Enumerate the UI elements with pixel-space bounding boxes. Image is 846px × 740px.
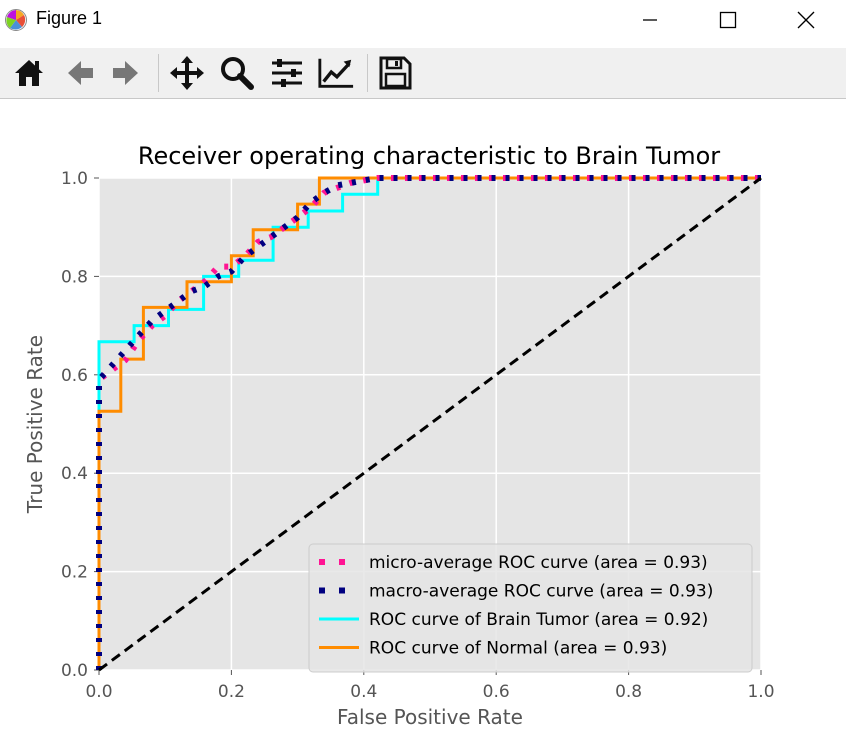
y-axis-label: True Positive Rate (23, 335, 47, 514)
window-titlebar: Figure 1 (0, 0, 846, 40)
x-tick-label: 0.8 (615, 682, 642, 702)
toolbar-separator (158, 54, 159, 92)
x-tick-label: 1.0 (747, 682, 774, 702)
series-line-0 (96, 175, 761, 670)
series-line-4 (98, 176, 762, 672)
y-tick-label: 0.8 (61, 267, 88, 287)
close-button[interactable] (778, 0, 834, 40)
sliders-icon (272, 59, 302, 87)
x-tick-labels: 0.0 0.2 0.4 0.6 0.8 1.0 (85, 670, 775, 702)
series-layer (96, 175, 762, 672)
x-tick-label: 0.4 (350, 682, 377, 702)
window-title: Figure 1 (36, 8, 103, 28)
minimize-button[interactable] (622, 0, 678, 40)
y-tick-label: 0.4 (61, 464, 88, 484)
legend-label: macro-average ROC curve (area = 0.93) (369, 582, 713, 602)
edit-axis-button[interactable] (317, 55, 355, 91)
legend: micro-average ROC curve (area = 0.93) mac… (308, 543, 753, 673)
legend-box (308, 543, 753, 673)
x-axis-label: False Positive Rate (337, 705, 523, 729)
legend-label: micro-average ROC curve (area = 0.93) (369, 553, 708, 573)
legend-label: ROC curve of Brain Tumor (area = 0.92) (369, 610, 708, 630)
figure-canvas[interactable]: Receiver operating characteristic to Bra… (0, 99, 846, 736)
maximize-icon (719, 11, 737, 29)
x-tick-label: 0.2 (218, 682, 245, 702)
configure-subplots-button[interactable] (268, 55, 306, 91)
matplotlib-icon (5, 9, 27, 31)
move-icon (170, 56, 204, 90)
y-tick-label: 0.2 (61, 563, 88, 583)
y-tick-label: 0.6 (61, 366, 88, 386)
zoom-button[interactable] (218, 55, 256, 91)
roc-chart: Receiver operating characteristic to Bra… (23, 142, 775, 729)
navigation-toolbar (0, 48, 846, 99)
forward-button[interactable] (107, 55, 145, 91)
series-line-3 (97, 176, 761, 670)
toolbar-separator (367, 54, 368, 92)
y-tick-label: 1.0 (61, 169, 88, 189)
y-tick-labels: 0.0 0.2 0.4 0.6 0.8 1.0 (61, 169, 99, 681)
chart-edit-icon (318, 58, 354, 88)
minimize-icon (643, 19, 657, 21)
pan-button[interactable] (168, 55, 206, 91)
save-icon (379, 56, 412, 90)
chart-title: Receiver operating characteristic to Bra… (138, 142, 720, 170)
maximize-button[interactable] (700, 0, 756, 40)
home-icon (15, 60, 43, 86)
zoom-icon (221, 57, 254, 90)
series-line-1 (96, 175, 761, 670)
back-button[interactable] (61, 55, 99, 91)
save-button[interactable] (376, 55, 414, 91)
x-tick-label: 0.6 (483, 682, 510, 702)
home-button[interactable] (10, 55, 48, 91)
arrow-left-icon (68, 61, 93, 85)
arrow-right-icon (113, 61, 138, 85)
close-icon (797, 11, 815, 29)
legend-label: ROC curve of Normal (area = 0.93) (369, 639, 667, 659)
y-tick-label: 0.0 (61, 661, 88, 681)
x-tick-label: 0.0 (85, 682, 112, 702)
